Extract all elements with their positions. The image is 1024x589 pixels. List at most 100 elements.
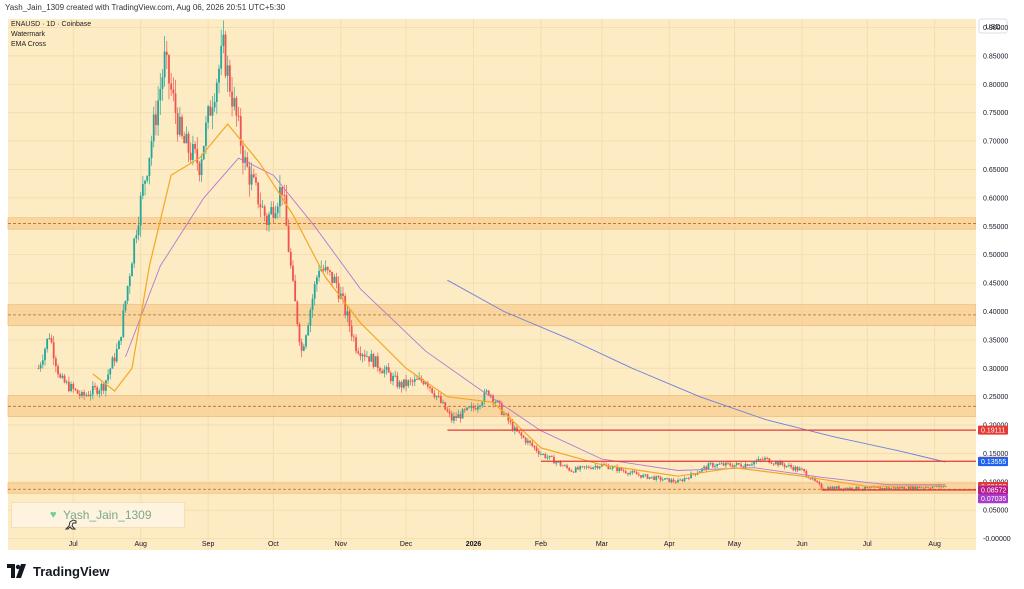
price-tag[interactable] xyxy=(978,425,1008,435)
candle-body[interactable] xyxy=(344,296,347,316)
candle-body[interactable] xyxy=(518,431,521,433)
candle-body[interactable] xyxy=(187,133,190,153)
candle-body[interactable] xyxy=(642,474,645,478)
candle-body[interactable] xyxy=(816,480,819,483)
candle-body[interactable] xyxy=(683,478,686,482)
candle-body[interactable] xyxy=(566,465,568,468)
candle-body[interactable] xyxy=(318,270,320,278)
candle-body[interactable] xyxy=(792,467,795,471)
candle-body[interactable] xyxy=(659,476,662,481)
candle-body[interactable] xyxy=(546,457,549,459)
candle-body[interactable] xyxy=(315,277,318,285)
candle-body[interactable] xyxy=(563,465,566,467)
candle-body[interactable] xyxy=(748,464,751,466)
candle-body[interactable] xyxy=(400,382,403,388)
candle-body[interactable] xyxy=(326,267,329,271)
candle-body[interactable] xyxy=(133,238,136,264)
candle-body[interactable] xyxy=(650,476,653,478)
candle-body[interactable] xyxy=(622,470,625,472)
candle-body[interactable] xyxy=(781,461,784,465)
candle-body[interactable] xyxy=(176,113,179,135)
candle-body[interactable] xyxy=(744,464,747,468)
candle-body[interactable] xyxy=(892,487,895,489)
price-tag[interactable] xyxy=(978,457,1008,467)
currency-box[interactable] xyxy=(978,18,1008,34)
candle-body[interactable] xyxy=(372,354,375,367)
ema-long-line[interactable] xyxy=(447,279,946,463)
candle-body[interactable] xyxy=(705,466,708,470)
candle-body[interactable] xyxy=(431,388,434,394)
candle-body[interactable] xyxy=(194,144,196,150)
candle-body[interactable] xyxy=(909,486,912,490)
candle-body[interactable] xyxy=(914,485,916,490)
candle-body[interactable] xyxy=(666,478,669,480)
candle-body[interactable] xyxy=(228,65,231,92)
candle-body[interactable] xyxy=(333,276,336,283)
legend-ema-cross[interactable]: EMA Cross xyxy=(11,41,47,48)
candle-body[interactable] xyxy=(359,353,362,357)
candle-body[interactable] xyxy=(257,182,260,205)
candle-body[interactable] xyxy=(677,480,679,483)
candle-body[interactable] xyxy=(405,379,407,386)
candle-body[interactable] xyxy=(150,141,153,158)
candle-body[interactable] xyxy=(339,293,342,299)
candle-body[interactable] xyxy=(774,461,777,464)
candle-body[interactable] xyxy=(242,145,244,163)
candle-body[interactable] xyxy=(640,475,642,478)
candle-body[interactable] xyxy=(698,471,701,473)
candle-body[interactable] xyxy=(785,465,788,467)
candle-body[interactable] xyxy=(198,163,201,176)
candle-body[interactable] xyxy=(620,467,623,471)
candle-body[interactable] xyxy=(916,486,919,490)
candle-body[interactable] xyxy=(840,488,843,490)
candle-body[interactable] xyxy=(155,114,157,126)
candle-body[interactable] xyxy=(616,466,618,471)
candle-body[interactable] xyxy=(302,346,305,351)
candle-body[interactable] xyxy=(163,51,166,78)
candle-body[interactable] xyxy=(220,45,223,69)
candle-body[interactable] xyxy=(838,486,840,490)
candle-body[interactable] xyxy=(711,462,714,467)
candle-body[interactable] xyxy=(864,486,866,490)
candle-body[interactable] xyxy=(111,357,114,369)
candle-body[interactable] xyxy=(170,83,173,90)
candle-body[interactable] xyxy=(866,486,869,488)
candle-body[interactable] xyxy=(172,89,175,94)
candle-body[interactable] xyxy=(298,324,301,343)
candle-body[interactable] xyxy=(872,486,875,488)
candle-body[interactable] xyxy=(161,77,164,89)
candle-body[interactable] xyxy=(361,354,364,357)
candle-body[interactable] xyxy=(796,466,799,471)
candle-body[interactable] xyxy=(85,394,88,396)
candle-body[interactable] xyxy=(579,466,581,470)
candle-body[interactable] xyxy=(790,465,793,468)
candle-body[interactable] xyxy=(561,465,564,467)
candle-body[interactable] xyxy=(109,368,112,375)
candle-body[interactable] xyxy=(524,437,527,443)
candle-body[interactable] xyxy=(590,468,592,469)
candle-body[interactable] xyxy=(922,487,925,489)
candle-body[interactable] xyxy=(631,471,634,473)
candle-body[interactable] xyxy=(844,488,847,490)
candle-body[interactable] xyxy=(168,55,170,84)
candle-body[interactable] xyxy=(542,453,545,455)
candle-body[interactable] xyxy=(250,174,253,185)
candle-body[interactable] xyxy=(535,447,538,451)
candle-body[interactable] xyxy=(287,225,290,252)
candle-body[interactable] xyxy=(594,465,597,468)
candle-body[interactable] xyxy=(833,486,836,489)
candle-body[interactable] xyxy=(544,453,547,458)
candle-body[interactable] xyxy=(335,276,338,284)
candle-body[interactable] xyxy=(903,486,906,490)
candle-body[interactable] xyxy=(679,479,682,481)
candle-body[interactable] xyxy=(463,409,466,411)
candle-body[interactable] xyxy=(226,65,229,76)
candle-body[interactable] xyxy=(237,115,240,117)
candle-body[interactable] xyxy=(766,457,769,459)
candle-body[interactable] xyxy=(183,136,186,144)
candle-body[interactable] xyxy=(233,98,236,107)
candle-body[interactable] xyxy=(894,487,897,489)
candle-body[interactable] xyxy=(875,486,877,488)
candle-body[interactable] xyxy=(44,349,46,361)
candle-body[interactable] xyxy=(446,409,449,412)
